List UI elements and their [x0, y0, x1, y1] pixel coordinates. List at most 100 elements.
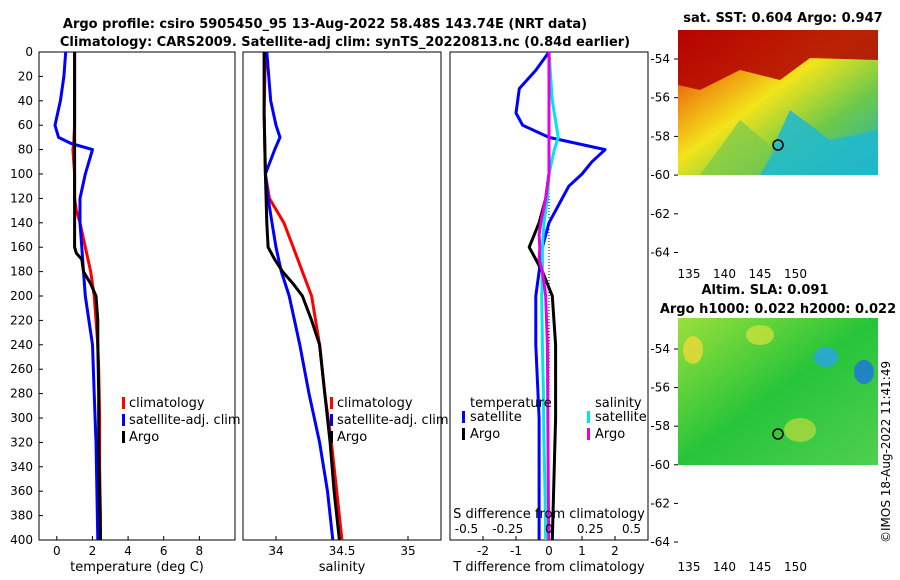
sla-map-lat-axis: -54 -56 -58 -60 -62 -64: [650, 342, 678, 549]
depth-tick-label: 180: [10, 265, 33, 279]
lon-tick-label: 135: [678, 560, 701, 574]
series-line-s-satellite: [540, 52, 560, 540]
lon-tick-label: 140: [713, 267, 736, 281]
legend-label-climatology: climatology: [129, 396, 205, 411]
legend-swatch-argo: [122, 431, 125, 443]
depth-tick-label: 300: [10, 411, 33, 425]
sst-warm-region: [678, 30, 878, 90]
sst-map-lat-axis: -54 -56 -58 -60 -62 -64: [650, 52, 678, 260]
sla-yellow-region: [683, 336, 703, 364]
s-diff-tick-label: 0.5: [622, 522, 641, 536]
series-line-s-argo: [537, 52, 551, 540]
depth-tick-label: 0: [25, 45, 33, 59]
sla-yellow-region: [746, 325, 774, 345]
sla-no-data-area: [678, 465, 878, 545]
lon-tick-label: 145: [749, 267, 772, 281]
difference-legend: temperature satellite Argo salinity sate…: [462, 396, 647, 442]
legend-label-s-satellite: satellite: [595, 410, 647, 425]
sla-blue-eddy: [814, 347, 838, 367]
x-tick-label: 0: [53, 544, 61, 558]
legend-swatch-t-satellite: [462, 411, 465, 423]
timestamp: ©IMOS 18-Aug-2022 11:41:49: [879, 361, 893, 543]
float-position-marker: [772, 139, 784, 151]
x-tick-label: 34.5: [329, 544, 356, 558]
s-diff-tick-label: 0: [545, 522, 553, 536]
legend-swatch-s-satellite: [587, 411, 590, 423]
sst-green-region: [700, 120, 775, 175]
lon-tick-label: 145: [749, 560, 772, 574]
lat-tick-label: -60: [650, 168, 670, 182]
temperature-legend: climatology satellite-adj. clim Argo: [122, 396, 241, 445]
depth-tick-label: 280: [10, 387, 33, 401]
depth-tick-label: 240: [10, 338, 33, 352]
figure-title-line2: Climatology: CARS2009. Satellite-adj cli…: [60, 35, 630, 50]
sst-no-data-area: [678, 175, 878, 245]
sla-yellow-region: [784, 418, 816, 442]
x-tick-label: 1: [578, 544, 586, 558]
sla-heatmap: [678, 318, 878, 465]
lat-tick-label: -54: [650, 52, 670, 66]
series-line-argo: [262, 52, 341, 540]
series-line-argo: [73, 52, 102, 540]
s-difference-label: S difference from climatology: [453, 507, 645, 522]
depth-tick-label: 320: [10, 435, 33, 449]
depth-tick-label: 160: [10, 240, 33, 254]
depth-tick-label: 400: [10, 533, 33, 547]
depth-tick-label: 40: [18, 94, 33, 108]
lon-tick-label: 140: [713, 560, 736, 574]
lon-tick-label: 150: [784, 267, 807, 281]
legend-label-argo: Argo: [129, 430, 159, 445]
sla-map-panel: Altim. SLA: 0.091 Argo h1000: 0.022 h200…: [650, 283, 896, 574]
legend-label-s-argo: Argo: [595, 427, 625, 442]
legend-label-argo: Argo: [337, 430, 367, 445]
legend-title-salinity: salinity: [595, 396, 642, 411]
legend-swatch-climatology: [330, 397, 333, 409]
depth-tick-label: 120: [10, 191, 33, 205]
sst-map-panel: sat. SST: 0.604 Argo: 0.947 -54 -56 -58 -60…: [650, 11, 882, 281]
lon-tick-label: 135: [678, 267, 701, 281]
difference-lines: [514, 52, 607, 540]
depth-tick-label: 380: [10, 509, 33, 523]
temperature-xlabel: temperature (deg C): [70, 560, 204, 575]
lat-tick-label: -64: [650, 246, 670, 260]
salinity-legend: climatology satellite-adj. clim Argo: [330, 396, 449, 445]
temperature-panel: 0204060801001201401601802002202402602803…: [10, 45, 454, 575]
legend-swatch-satellite: [122, 414, 125, 426]
figure-title-line1: Argo profile: csiro 5905450_95 13-Aug-20…: [63, 17, 587, 32]
s-difference-tick-labels: -0.5 -0.25 0 0.25 0.5: [455, 522, 641, 536]
x-tick-label: 2: [89, 544, 97, 558]
lat-tick-label: -60: [650, 458, 670, 472]
lat-tick-label: -62: [650, 207, 670, 221]
lat-tick-label: -56: [650, 381, 670, 395]
depth-tick-label: 20: [18, 69, 33, 83]
lon-tick-label: 150: [784, 560, 807, 574]
x-tick-label: 34: [268, 544, 283, 558]
depth-tick-label: 200: [10, 289, 33, 303]
t-difference-xlabel: T difference from climatology: [452, 560, 645, 575]
lat-tick-label: -58: [650, 419, 670, 433]
s-diff-tick-label: 0.25: [577, 522, 604, 536]
depth-tick-label: 80: [18, 143, 33, 157]
depth-tick-label: 260: [10, 362, 33, 376]
sla-map-lon-axis: 135 140 145 150: [678, 560, 807, 574]
temperature-lines: [53, 52, 102, 540]
sst-cold-region: [760, 110, 878, 175]
legend-swatch-climatology: [122, 397, 125, 409]
legend-label-climatology: climatology: [337, 396, 413, 411]
depth-tick-label: 220: [10, 313, 33, 327]
legend-label-t-satellite: satellite: [470, 410, 522, 425]
x-tick-label: 6: [160, 544, 168, 558]
x-tick-label: 2: [611, 544, 619, 558]
s-diff-tick-label: -0.5: [455, 522, 478, 536]
legend-label-satellite: satellite-adj. clim: [129, 413, 241, 428]
x-tick-label: 35: [400, 544, 415, 558]
depth-tick-label: 100: [10, 167, 33, 181]
legend-swatch-argo: [330, 431, 333, 443]
salinity-x-axis: 34 34.5 35: [268, 536, 416, 558]
x-tick-label: 0: [545, 544, 553, 558]
lat-tick-label: -64: [650, 535, 670, 549]
salinity-panel: 34 34.5 35 salinity climatology satellite-…: [242, 51, 449, 575]
x-tick-label: 8: [196, 544, 204, 558]
temperature-x-axis: 0 2 4 6 8: [53, 536, 203, 558]
float-position-marker: [772, 428, 784, 440]
